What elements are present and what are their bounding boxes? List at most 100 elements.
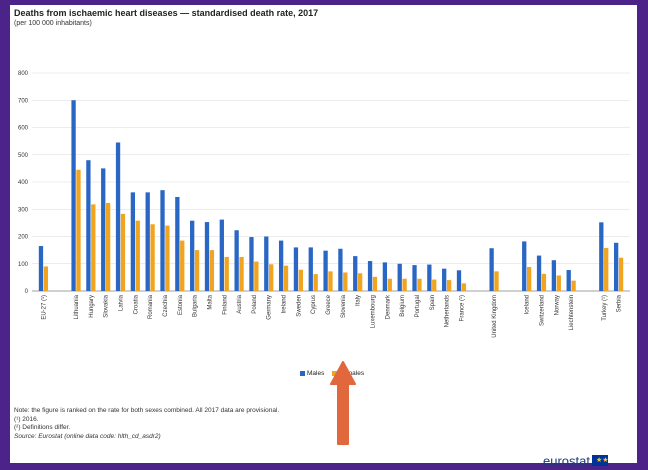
bar-males [308, 247, 313, 291]
eu-flag-icon: ★★ [591, 455, 609, 467]
x-tick-label: Slovenia [341, 294, 347, 318]
bar-males [160, 190, 165, 291]
x-tick-label: Ireland [282, 295, 288, 313]
bar-females [135, 220, 140, 291]
y-tick-label: 100 [18, 262, 29, 268]
bar-females [91, 204, 96, 291]
x-tick-label: Latvia [118, 294, 124, 311]
bar-males [367, 261, 373, 291]
bar-females [446, 280, 452, 291]
bar-females [209, 250, 215, 291]
y-tick-label: 0 [25, 289, 29, 295]
bar-males [219, 219, 224, 291]
x-tick-label: Austria [237, 294, 243, 313]
bar-females [372, 276, 378, 291]
bar-males [204, 222, 210, 291]
x-tick-label: Spain [430, 295, 436, 310]
bar-males [115, 142, 121, 291]
x-tick-label: Greece [326, 294, 332, 314]
y-tick-label: 200 [18, 235, 29, 241]
legend-swatch-females [332, 370, 338, 376]
bar-males [130, 192, 136, 291]
x-tick-label: Hungary [89, 295, 95, 318]
bar-males [551, 260, 557, 291]
bar-females [571, 280, 576, 291]
bar-males [456, 270, 462, 291]
brand-name: eurostat [543, 453, 590, 469]
x-tick-label: Luxembourg [371, 295, 377, 328]
y-tick-label: 700 [18, 98, 29, 104]
bar-females [194, 250, 200, 291]
bar-males [522, 241, 527, 291]
bar-males [397, 263, 402, 291]
bar-females [283, 265, 289, 291]
bar-females [180, 240, 185, 291]
x-tick-label: Turkey (¹) [602, 295, 608, 321]
x-tick-label: Netherlands [445, 295, 451, 327]
bar-females [556, 275, 561, 291]
bar-females [120, 213, 126, 291]
bar-males [382, 262, 388, 291]
x-tick-label: United Kingdom [492, 295, 498, 338]
bar-males [249, 237, 254, 291]
bar-males [190, 220, 195, 291]
bar-males [175, 196, 180, 291]
bar-males [613, 242, 619, 291]
y-tick-label: 400 [18, 180, 29, 186]
bar-males [293, 247, 299, 291]
chart-panel: Deaths from ischaemic heart diseases — s… [10, 5, 637, 468]
x-tick-label: Finland [222, 295, 228, 315]
bar-males [442, 268, 447, 291]
x-tick-label: Malta [207, 294, 213, 309]
bar-males [234, 230, 239, 291]
bar-females [43, 266, 49, 291]
x-tick-label: Denmark [385, 294, 391, 319]
eurostat-logo: eurostat ★★ [543, 452, 609, 469]
x-tick-label: Portugal [415, 295, 421, 317]
x-tick-label: Bulgaria [193, 294, 199, 317]
note-line: Note: the figure is ranked on the rate f… [14, 407, 280, 414]
bar-males [145, 192, 150, 291]
bar-females [417, 278, 422, 291]
x-tick-label: Switzerland [540, 295, 546, 326]
x-tick-label: Czechia [163, 294, 169, 316]
bar-chart: 0 100 200 300 400 500 600 700 800 EU-27 (¹) Lithua… [18, 71, 630, 338]
note-line: (¹) 2016. [14, 415, 39, 423]
x-tick-label: Norway [554, 295, 560, 315]
y-tick-label: 600 [18, 126, 29, 132]
bar-females [432, 279, 437, 291]
bar-males [38, 246, 44, 291]
bar-males [353, 256, 358, 291]
bar-males [101, 168, 106, 291]
bar-males [412, 265, 417, 291]
x-tick-label: Germany [267, 295, 273, 320]
x-tick-label: Belgium [400, 295, 406, 317]
bar-females [604, 247, 609, 291]
chart-title: Deaths from ischaemic heart diseases — s… [14, 8, 319, 18]
bar-females [298, 269, 303, 291]
bar-females [618, 257, 624, 291]
bar-males [71, 100, 76, 291]
bar-females [494, 271, 499, 291]
bar-males [599, 222, 604, 291]
bar-males [566, 270, 571, 291]
y-tick-label: 800 [18, 71, 29, 77]
bar-males [278, 240, 284, 291]
x-tick-label: France (¹) [459, 295, 465, 321]
bar-males [323, 250, 328, 291]
legend-swatch-males [300, 370, 305, 376]
bar-females [269, 264, 274, 291]
x-tick-label: Romania [148, 294, 154, 319]
x-tick-label: Poland [252, 295, 258, 314]
chart-subtitle: (per 100 000 inhabitants) [14, 20, 92, 27]
legend: Males Females [300, 370, 370, 377]
x-tick-label: Serbia [617, 294, 623, 312]
x-tick-label: Estonia [178, 294, 184, 315]
up-arrow-icon [330, 361, 356, 445]
x-tick-label: Cyprus [311, 295, 317, 314]
x-tick-label: Iceland [525, 295, 531, 314]
bar-males [489, 248, 494, 291]
x-tick-label: Liechtenstein [569, 295, 575, 330]
legend-item-males: Males [300, 370, 326, 377]
x-tick-label: EU-27 (¹) [41, 295, 47, 320]
